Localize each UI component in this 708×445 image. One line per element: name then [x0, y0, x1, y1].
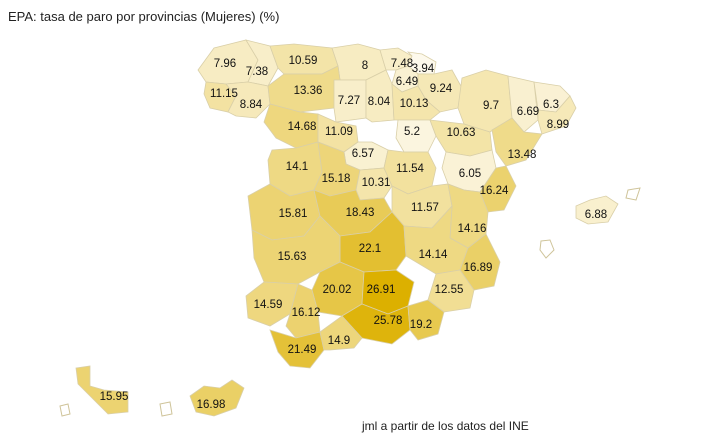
province-value-label: 15.63 [278, 251, 307, 263]
province-value-label: 15.81 [279, 208, 308, 220]
province-value-label: 10.59 [289, 55, 318, 67]
province-value-label: 7.38 [246, 66, 268, 78]
province-value-label: 15.95 [100, 391, 129, 403]
province-value-label: 11.57 [411, 202, 439, 214]
province-value-label: 8 [362, 60, 368, 72]
province-value-label: 20.02 [323, 284, 352, 296]
province-value-label: 13.48 [508, 149, 537, 161]
province-region [507, 75, 539, 133]
province-value-label: 3.94 [412, 63, 435, 75]
province-value-label: 6.05 [459, 168, 481, 180]
province-value-label: 6.69 [517, 106, 539, 118]
province-value-label: 11.15 [210, 88, 238, 100]
island-outline [539, 239, 555, 259]
province-value-label: 18.43 [346, 207, 375, 219]
province-labels: 7.96 7.38 10.59 8 7.483.946.49 9.24 11.158.84 1… [100, 55, 608, 411]
province-region [491, 117, 543, 167]
province-value-label: 11.09 [325, 126, 353, 138]
province-shapes [59, 39, 641, 417]
province-region [575, 195, 619, 225]
province-region [189, 379, 245, 417]
province-region [75, 365, 129, 415]
province-value-label: 14.1 [286, 161, 308, 173]
province-region [225, 81, 271, 119]
province-region [537, 95, 577, 135]
province-value-label: 8.04 [368, 96, 391, 108]
province-value-label: 22.1 [359, 243, 381, 255]
province-value-label: 14.68 [288, 121, 317, 133]
province-value-label: 16.12 [292, 307, 321, 319]
province-value-label: 16.98 [197, 399, 226, 411]
island-outline [59, 403, 71, 417]
source-note: jml a partir de los datos del INE [362, 419, 529, 433]
province-value-label: 14.9 [328, 335, 350, 347]
page-title: EPA: tasa de paro por provincias (Mujere… [8, 9, 280, 24]
province-value-label: 14.59 [254, 299, 283, 311]
province-value-label: 19.2 [410, 319, 432, 331]
province-value-label: 6.3 [543, 99, 559, 111]
province-value-label: 7.96 [214, 58, 236, 70]
province-value-label: 11.54 [396, 163, 425, 175]
province-value-label: 8.84 [240, 99, 263, 111]
province-value-label: 10.13 [400, 98, 429, 110]
province-value-label: 10.63 [447, 127, 476, 139]
province-value-label: 16.89 [464, 262, 493, 274]
province-region [407, 299, 445, 341]
province-region [333, 79, 367, 123]
province-value-label: 6.57 [352, 148, 374, 160]
province-value-label: 12.55 [435, 284, 464, 296]
island-outline [625, 187, 641, 201]
province-value-label: 14.14 [419, 249, 448, 261]
province-region [391, 83, 441, 121]
province-value-label: 9.24 [430, 83, 453, 95]
province-value-label: 6.88 [585, 209, 607, 221]
province-value-label: 10.31 [362, 177, 391, 189]
province-value-label: 21.49 [288, 344, 317, 356]
province-value-label: 13.36 [294, 85, 323, 97]
province-value-label: 14.16 [458, 223, 487, 235]
province-value-label: 7.27 [338, 95, 360, 107]
province-value-label: 15.18 [322, 173, 351, 185]
province-value-label: 25.78 [374, 315, 403, 327]
island-outline [159, 401, 173, 417]
province-value-label: 26.91 [367, 284, 396, 296]
province-value-label: 5.2 [404, 126, 420, 138]
province-region [285, 283, 321, 339]
province-value-label: 7.48 [391, 58, 413, 70]
province-value-label: 16.24 [480, 185, 509, 197]
province-region [319, 315, 363, 351]
province-region [269, 329, 325, 369]
province-value-label: 6.49 [396, 76, 418, 88]
province-value-label: 9.7 [483, 100, 499, 112]
province-value-label: 8.99 [547, 119, 569, 131]
